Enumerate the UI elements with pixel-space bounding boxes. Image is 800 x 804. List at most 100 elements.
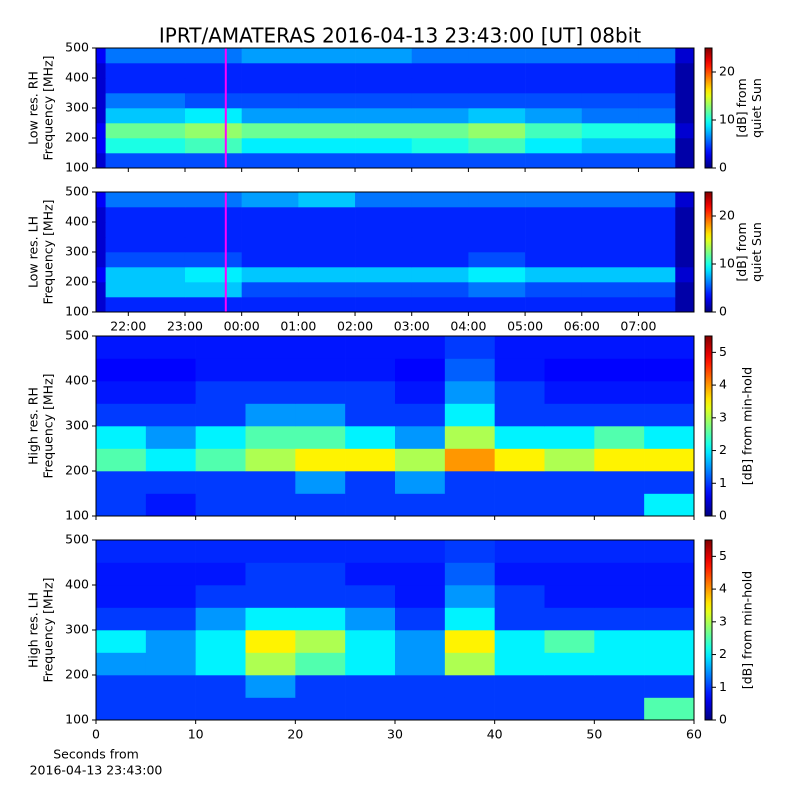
heatmap-cell	[295, 471, 346, 494]
colorbar-tick-label: 0	[719, 160, 727, 175]
heatmap-cell	[245, 471, 296, 494]
heatmap-cell	[638, 78, 676, 94]
heatmap-cell	[184, 63, 242, 79]
heatmap-cell	[184, 138, 242, 154]
heatmap-cell	[395, 426, 446, 449]
heatmap-cell	[675, 237, 695, 253]
heatmap-cell	[245, 607, 296, 631]
heatmap-cell	[355, 252, 413, 268]
heatmap-cell	[298, 78, 356, 94]
heatmap-cell	[494, 403, 545, 427]
heatmap-cell	[345, 381, 396, 404]
heatmap-cell	[638, 297, 676, 313]
heatmap-cell	[544, 471, 595, 494]
heatmap-cell	[675, 297, 695, 313]
heatmap-cell	[544, 493, 595, 517]
heatmap-cell	[644, 381, 695, 404]
heatmap-cell	[494, 358, 545, 382]
heatmap-cell	[298, 138, 356, 154]
heatmap-cell	[96, 585, 147, 608]
heatmap-cell	[444, 652, 495, 676]
heatmap-cell	[594, 630, 645, 653]
heatmap-cell	[295, 358, 346, 382]
heatmap-cell	[241, 237, 299, 253]
heatmap-cell	[444, 607, 495, 631]
heatmap-cell	[96, 336, 147, 359]
heatmap-cell	[411, 252, 469, 268]
heatmap-cell	[298, 153, 356, 169]
heatmap-cell	[411, 93, 469, 109]
colorbar-label: [dB] from	[734, 78, 749, 137]
x-tick-label: 30	[387, 727, 403, 742]
heatmap-cell	[494, 471, 545, 494]
heatmap-cell	[145, 336, 196, 359]
heatmap-cell	[145, 471, 196, 494]
heatmap-cell	[241, 78, 299, 94]
heatmap-cell	[544, 426, 595, 449]
heatmap-cell	[411, 207, 469, 223]
heatmap-cell	[195, 403, 246, 427]
heatmap-cell	[96, 267, 106, 283]
colorbar-tick-label: 10	[719, 112, 735, 127]
y-tick-label: 400	[65, 577, 89, 592]
heatmap-cell	[298, 207, 356, 223]
heatmap-cell	[355, 207, 413, 223]
heatmap-cell	[581, 297, 639, 313]
heatmap-cell	[444, 562, 495, 586]
colorbar-tick-label: 5	[719, 344, 727, 359]
heatmap-cell	[594, 493, 645, 517]
heatmap-cell	[411, 153, 469, 169]
heatmap-cell	[444, 336, 495, 359]
heatmap-cell	[411, 48, 469, 64]
heatmap-cell	[444, 426, 495, 449]
heatmap-cell	[544, 630, 595, 653]
heatmap-cell	[345, 358, 396, 382]
heatmap-cell	[468, 252, 526, 268]
heatmap-cell	[96, 222, 106, 238]
heatmap-cell	[594, 448, 645, 472]
heatmap-cell	[581, 192, 639, 208]
colorbar-tick-label: 4	[719, 581, 727, 596]
heatmap-cell	[468, 153, 526, 169]
heatmap-cell	[298, 252, 356, 268]
heatmap-cell	[395, 493, 446, 517]
heatmap-cell	[581, 222, 639, 238]
heatmap-cell	[295, 607, 346, 631]
heatmap-cell	[444, 697, 495, 721]
heatmap-cell	[594, 471, 645, 494]
heatmap-cell	[295, 652, 346, 676]
heatmap-cell	[145, 426, 196, 449]
heatmap-cell	[355, 48, 413, 64]
x-tick-label: 10	[188, 727, 204, 742]
heatmap-cell	[638, 153, 676, 169]
x-tick-label: 40	[487, 727, 503, 742]
heatmap-cell	[105, 252, 186, 268]
heatmap-cell	[411, 297, 469, 313]
heatmap-cell	[468, 78, 526, 94]
heatmap-cell	[638, 222, 676, 238]
y-tick-label: 400	[65, 373, 89, 388]
heatmap-cell	[298, 108, 356, 124]
y-tick-label: 400	[65, 214, 89, 229]
heatmap-cell	[638, 207, 676, 223]
x-tick-label: 20	[287, 727, 303, 742]
heatmap-cell	[581, 48, 639, 64]
heatmap-cell	[395, 358, 446, 382]
heatmap-cell	[105, 153, 186, 169]
heatmap-cell	[355, 237, 413, 253]
heatmap-cell	[96, 153, 106, 169]
heatmap-cell	[295, 540, 346, 563]
heatmap-cell	[525, 207, 583, 223]
heatmap-cell	[96, 282, 106, 298]
heatmap-cell	[468, 222, 526, 238]
heatmap-cell	[594, 697, 645, 721]
heatmap-cell	[345, 675, 396, 698]
heatmap-cell	[345, 630, 396, 653]
heatmap-cell	[195, 630, 246, 653]
heatmap-cell	[675, 192, 695, 208]
heatmap-cell	[96, 471, 147, 494]
heatmap-cell	[105, 63, 186, 79]
heatmap-cell	[675, 252, 695, 268]
heatmap-cell	[395, 448, 446, 472]
heatmap-cell	[494, 697, 545, 721]
